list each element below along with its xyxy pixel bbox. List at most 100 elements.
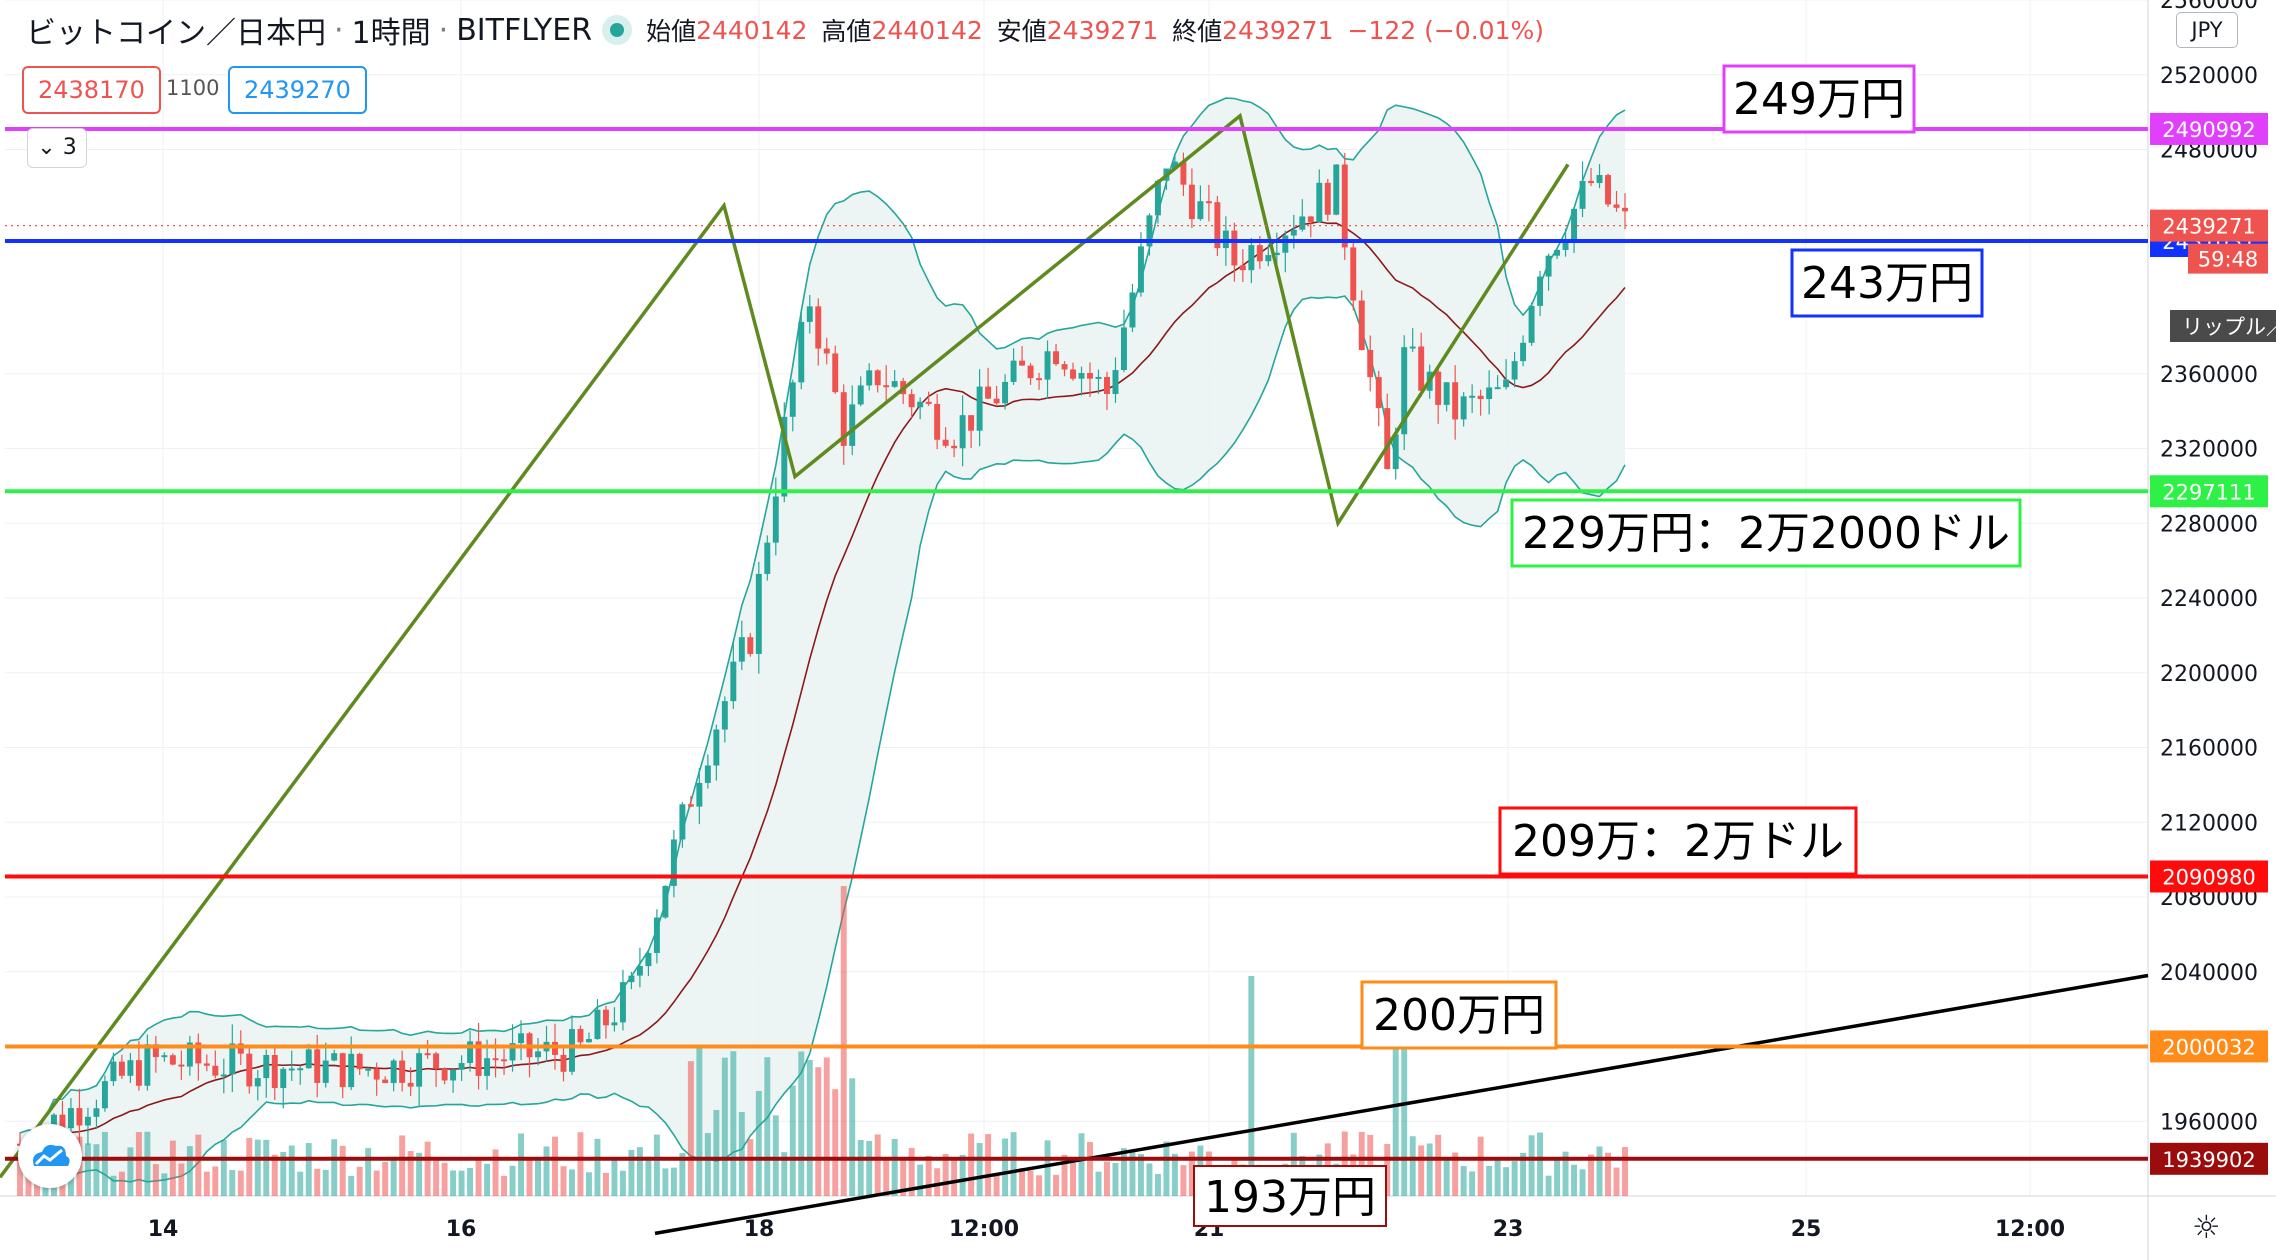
- volume-bar: [653, 1134, 660, 1196]
- volume-bar: [976, 1142, 983, 1196]
- volume-bar: [730, 1051, 737, 1196]
- cloud-icon: [33, 1144, 70, 1166]
- candle-body: [1486, 387, 1493, 400]
- volume-bar: [195, 1134, 202, 1196]
- interval-label[interactable]: 1時間: [351, 16, 431, 51]
- level-price-tag: [2150, 1030, 2268, 1063]
- candle-body: [662, 885, 669, 918]
- candle-body: [186, 1042, 193, 1067]
- volume-bar: [874, 1134, 881, 1196]
- candle-body: [118, 1061, 125, 1076]
- candle-body: [883, 385, 890, 388]
- volume-bar: [220, 1140, 227, 1196]
- volume-bar: [951, 1157, 958, 1196]
- volume-bar: [1545, 1175, 1552, 1196]
- volume-bar: [1435, 1134, 1442, 1196]
- volume-bar: [577, 1132, 584, 1196]
- candle-body: [560, 1054, 567, 1072]
- candle-body: [229, 1043, 236, 1075]
- x-tick-label: 12:00: [1995, 1217, 2065, 1242]
- volume-bar: [280, 1151, 287, 1196]
- candle-body: [815, 306, 822, 349]
- candle-body: [993, 398, 1000, 404]
- candle-body: [1350, 247, 1357, 301]
- volume-bar: [127, 1147, 134, 1196]
- candle-body: [501, 1059, 508, 1062]
- candle-body: [1248, 245, 1255, 271]
- spread-value: 1100: [166, 76, 220, 100]
- candle-body: [959, 415, 966, 449]
- volume-bar: [628, 1149, 635, 1196]
- volume-bar: [849, 1078, 856, 1196]
- candle-body: [152, 1044, 159, 1058]
- open-value: 2440142: [696, 15, 808, 45]
- volume-bar: [1104, 1161, 1110, 1196]
- settings-gear-icon[interactable]: ☼: [2192, 1208, 2221, 1246]
- volume-bar: [687, 1061, 694, 1196]
- volume-bar: [1622, 1147, 1628, 1196]
- exchange-label: BITFLYER: [456, 12, 593, 48]
- candle-body: [1392, 434, 1399, 470]
- volume-bar: [314, 1168, 321, 1196]
- candle-body: [1418, 346, 1425, 391]
- candle-body: [849, 404, 856, 446]
- volume-bar: [772, 1115, 779, 1196]
- symbol-name[interactable]: ビットコイン／日本円: [26, 16, 326, 51]
- volume-bar: [1341, 1131, 1348, 1196]
- volume-bar: [84, 1143, 91, 1196]
- candle-body: [144, 1044, 151, 1086]
- volume-bar: [1494, 1160, 1501, 1196]
- level-price-tag: [2150, 860, 2268, 893]
- candle-body: [441, 1068, 448, 1081]
- volume-bar: [390, 1156, 397, 1196]
- candle-body: [611, 1022, 618, 1026]
- level-annotation-box: [1498, 806, 1858, 876]
- volume-bar: [1078, 1133, 1085, 1196]
- candle-body: [1358, 300, 1365, 350]
- candle-body: [535, 1051, 541, 1058]
- volume-bar: [1460, 1165, 1467, 1196]
- candle-body: [1341, 164, 1348, 248]
- candle-body: [518, 1033, 525, 1044]
- volume-bar: [704, 1133, 711, 1196]
- volume-bar: [832, 1089, 839, 1196]
- last-price-tag: [2150, 209, 2268, 242]
- volume-bar: [934, 1168, 941, 1196]
- volume-bar: [602, 1172, 609, 1196]
- candle-body: [602, 1009, 609, 1026]
- side-symbol-label: リップル／: [2182, 315, 2276, 339]
- indicator-toggle-button[interactable]: ⌄ 3: [27, 128, 87, 168]
- volume-bar: [458, 1170, 465, 1196]
- level-annotation-text: 200万円: [1373, 990, 1545, 1041]
- buy-button[interactable]: 2439270: [228, 66, 367, 114]
- volume-bar: [619, 1170, 626, 1196]
- volume-bar: [594, 1138, 601, 1196]
- sell-button[interactable]: 2438170: [22, 66, 161, 114]
- candle-body: [322, 1060, 329, 1083]
- volume-bar: [1571, 1164, 1578, 1196]
- candle-body: [764, 542, 771, 574]
- currency-button[interactable]: JPY: [2176, 12, 2238, 48]
- candle-body: [76, 1108, 83, 1126]
- candle-body: [823, 348, 830, 354]
- candle-body: [1027, 365, 1034, 379]
- volume-bar: [492, 1149, 499, 1196]
- volume-bar: [1154, 1173, 1161, 1196]
- volume-bar: [900, 1157, 907, 1196]
- volume-bar: [1520, 1152, 1527, 1196]
- y-tick-label: 2360000: [2160, 363, 2258, 388]
- y-tick-label: 2280000: [2160, 512, 2258, 537]
- volume-bar: [908, 1147, 915, 1196]
- tradingview-logo[interactable]: [18, 1124, 82, 1188]
- volume-bar: [1248, 976, 1255, 1196]
- chevron-down-icon: ⌄: [37, 135, 56, 160]
- candle-body: [161, 1055, 168, 1058]
- candle-body: [696, 782, 703, 807]
- volume-bar: [1171, 1153, 1178, 1196]
- candle-body: [1375, 377, 1382, 409]
- volume-bar: [1137, 1154, 1144, 1196]
- candle-body: [1469, 395, 1476, 398]
- candle-body: [738, 637, 745, 662]
- volume-bar: [1087, 1141, 1093, 1196]
